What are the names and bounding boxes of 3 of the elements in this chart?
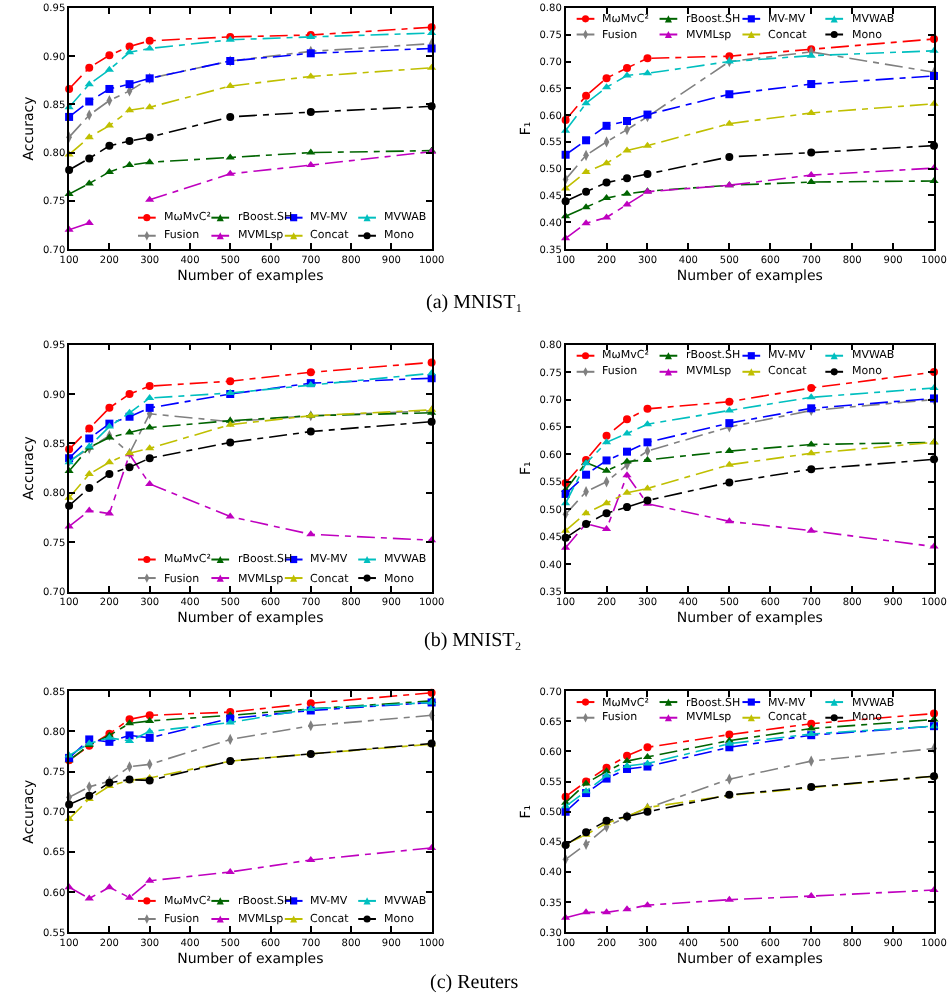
text: (c) Reuters [430, 972, 519, 994]
text: (b) MNIST₂ [424, 630, 522, 652]
text: (a) MNIST₁ [426, 292, 523, 314]
